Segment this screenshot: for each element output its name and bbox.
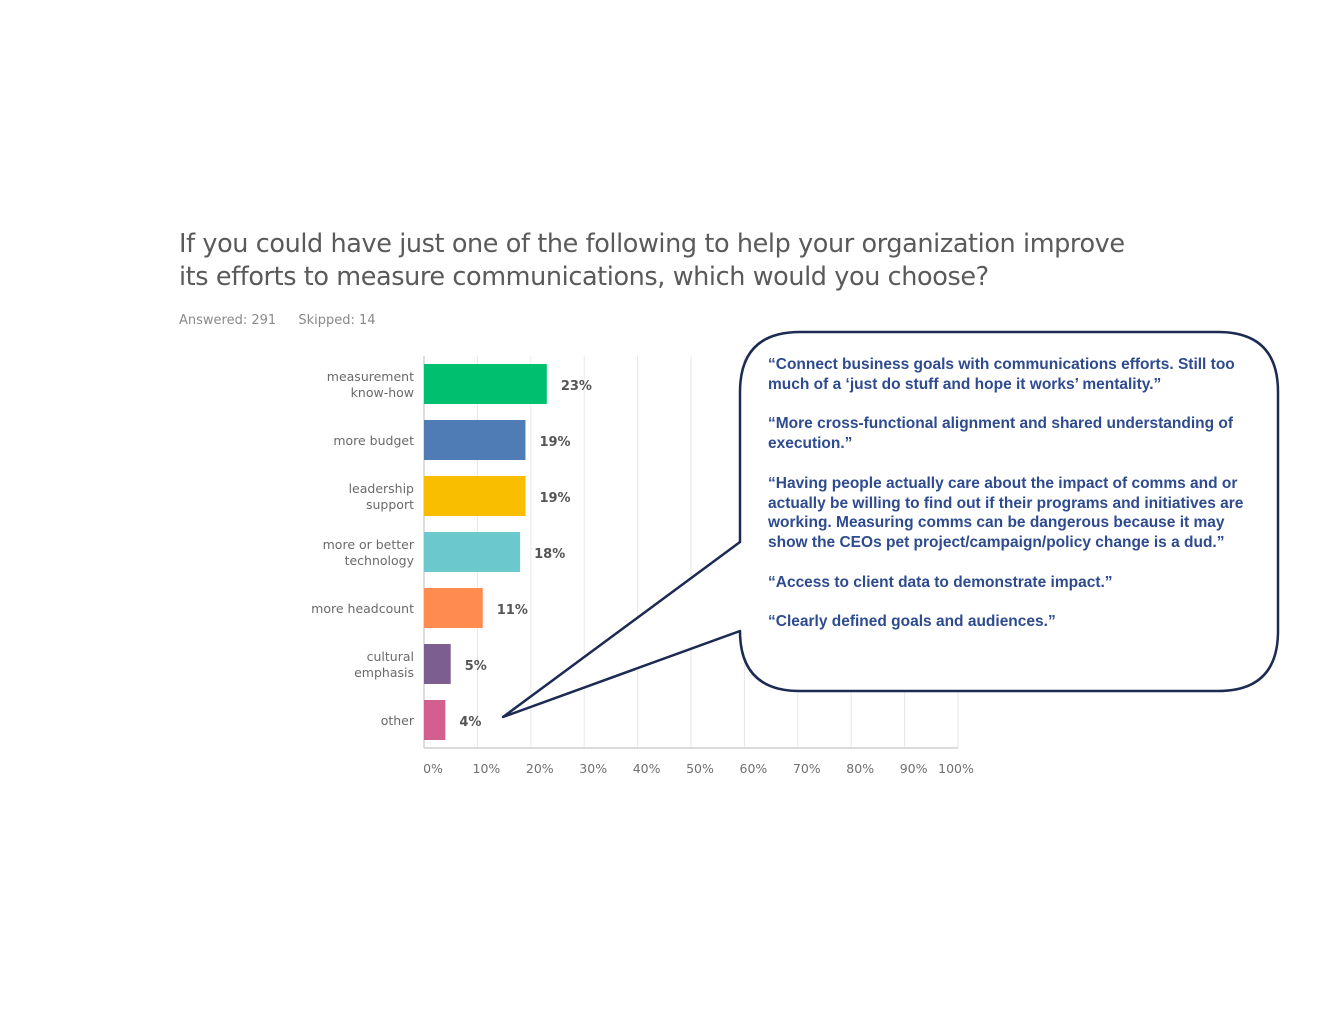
bar	[424, 532, 521, 572]
category-label: more budget	[333, 433, 414, 448]
data-label: 19%	[539, 435, 570, 450]
response-stats: Answered: 291 Skipped: 14	[179, 313, 394, 328]
x-tick-label: 100%	[938, 761, 974, 776]
data-label: 4%	[459, 715, 481, 730]
bar	[424, 476, 526, 516]
data-label: 19%	[539, 491, 570, 506]
quote: “Connect business goals with communicati…	[768, 356, 1235, 393]
category-label: cultural	[367, 649, 414, 664]
callout-bubble	[501, 330, 1280, 719]
quote: “Having people actually care about the i…	[768, 474, 1244, 552]
category-label: support	[366, 497, 414, 512]
data-label: 11%	[497, 603, 528, 618]
bar	[424, 588, 483, 628]
bar	[424, 644, 451, 684]
x-tick-label: 80%	[846, 761, 874, 776]
category-label: more or better	[323, 537, 415, 552]
x-tick-label: 40%	[633, 761, 661, 776]
category-label: technology	[345, 553, 415, 568]
category-label: emphasis	[354, 665, 414, 680]
data-label: 5%	[465, 659, 487, 674]
answered-count: Answered: 291	[179, 313, 277, 328]
data-label: 18%	[534, 547, 565, 562]
quote: “Access to client data to demonstrate im…	[768, 573, 1113, 591]
question-title: If you could have just one of the follow…	[179, 228, 1169, 294]
bar	[424, 420, 526, 460]
x-tick-label: 60%	[740, 761, 768, 776]
callout-quotes: “Connect business goals with communicati…	[768, 355, 1258, 652]
x-tick-label: 30%	[579, 761, 607, 776]
category-label: leadership	[349, 481, 414, 496]
bar	[424, 364, 547, 404]
quote: “Clearly defined goals and audiences.”	[768, 613, 1056, 631]
x-tick-label: 10%	[473, 761, 501, 776]
x-tick-label: 50%	[686, 761, 714, 776]
category-label: more headcount	[311, 601, 414, 616]
question-title-line-2: its efforts to measure communications, w…	[179, 262, 989, 292]
x-tick-label: 20%	[526, 761, 554, 776]
category-label: measurement	[327, 369, 414, 384]
category-label: know-how	[351, 385, 414, 400]
data-label: 23%	[561, 379, 592, 394]
skipped-count: Skipped: 14	[298, 313, 376, 328]
x-tick-label: 90%	[900, 761, 928, 776]
category-label: other	[381, 713, 415, 728]
x-tick-label: 0%	[423, 761, 443, 776]
question-title-line-1: If you could have just one of the follow…	[179, 229, 1125, 259]
bar	[424, 700, 446, 740]
x-tick-label: 70%	[793, 761, 821, 776]
quote: “More cross-functional alignment and sha…	[768, 415, 1234, 453]
